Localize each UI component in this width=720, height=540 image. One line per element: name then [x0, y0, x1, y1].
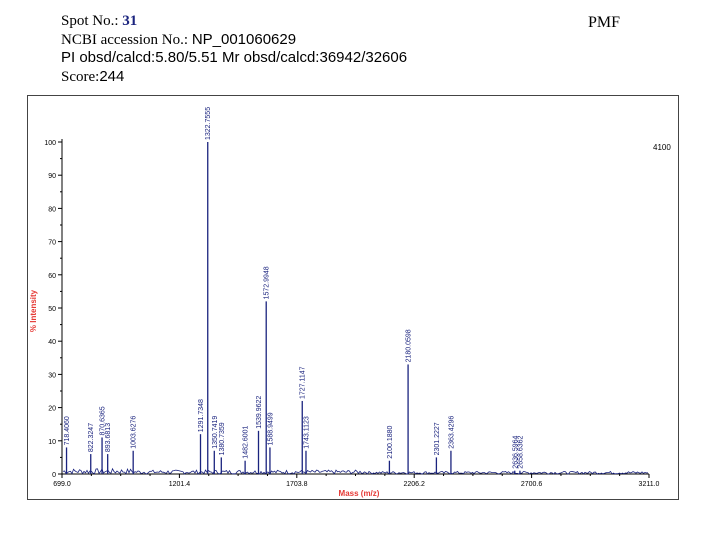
score-line: Score:244 — [61, 68, 407, 87]
peak-label-1322.7555: 1322.7555 — [205, 107, 212, 140]
y-tick-label: 90 — [48, 173, 56, 180]
y-tick-label: 40 — [48, 339, 56, 346]
peak-label-1588.9499: 1588.9499 — [268, 412, 275, 445]
y-axis-label: % Intensity — [29, 289, 38, 332]
peak-label-893.6813: 893.6813 — [105, 423, 112, 452]
spot-label: Spot No.: — [61, 13, 123, 29]
mass-spectrum-chart: 0 10 20 30 40 50 60 70 80 90 100 699.0 1201.4 1703.8 2… — [29, 107, 671, 498]
y-tick-label: 80 — [48, 206, 56, 213]
accession-line: NCBI accession No.: NP_001060629 — [61, 31, 407, 50]
peak-label-1380.7359: 1380.7359 — [219, 422, 226, 455]
peak-label-2658.6362: 2658.6362 — [517, 436, 524, 469]
y-tick-label: 70 — [48, 240, 56, 247]
score-label: Score: — [61, 68, 100, 85]
accession-value: NP_001060629 — [191, 30, 297, 48]
method-label: PMF — [588, 14, 621, 31]
x-tick-label: 3211.0 — [639, 481, 660, 488]
spot-line: Spot No.: 31 — [61, 12, 407, 31]
y-tick-label: 30 — [48, 372, 56, 379]
peak-label-1003.6276: 1003.6276 — [131, 416, 138, 449]
y-tick-label: 50 — [48, 306, 56, 313]
y-tick-label: 10 — [48, 439, 56, 446]
peak-label-1572.9948: 1572.9948 — [264, 266, 271, 299]
peak-label-2301.2227: 2301.2227 — [434, 422, 441, 455]
score-value: 244 — [99, 67, 125, 85]
x-tick-label: 1703.8 — [286, 481, 308, 488]
pi-mr-line: PI obsd/calcd:5.80/5.51 Mr obsd/calcd:36… — [61, 49, 408, 66]
peak-label-1727.1147: 1727.1147 — [300, 366, 307, 399]
peak-label-1539.9622: 1539.9622 — [256, 396, 263, 429]
peak-label-1350.7419: 1350.7419 — [212, 416, 219, 449]
spectrum-header: Spot No.: 31 NCBI accession No.: NP_0010… — [61, 12, 407, 86]
spot-number: 31 — [122, 13, 138, 29]
x-tick-label: 699.0 — [53, 481, 71, 488]
y-tick-label: 100 — [44, 140, 56, 147]
y-tick-label: 0 — [52, 472, 56, 479]
max-intensity-label: 4100 — [653, 143, 671, 152]
chart-axes: 0 10 20 30 40 50 60 70 80 90 100 699.0 1201.4 1703.8 2… — [44, 139, 660, 488]
accession-label: NCBI accession No.: — [61, 31, 192, 48]
x-axis-label: Mass (m/z) — [339, 489, 380, 498]
x-tick-label: 1201.4 — [169, 481, 191, 488]
peak-label-1743.1123: 1743.1123 — [304, 416, 311, 449]
peak-label-870.6365: 870.6365 — [100, 406, 107, 435]
baseline-noise — [62, 467, 649, 475]
peak-label-2180.0598: 2180.0598 — [406, 329, 413, 362]
peak-label-1482.6001: 1482.6001 — [243, 426, 250, 459]
chart-peaks — [62, 142, 649, 475]
peak-label-2636.5964: 2636.5964 — [512, 436, 519, 469]
peak-label-1291.7348: 1291.7348 — [198, 399, 205, 432]
peak-label-2100.1880: 2100.1880 — [387, 426, 394, 459]
spectrum-figure: 0 10 20 30 40 50 60 70 80 90 100 699.0 1201.4 1703.8 2… — [27, 95, 679, 500]
peak-label-718.4060: 718.4060 — [64, 416, 71, 445]
peak-label-2363.4296: 2363.4296 — [448, 416, 455, 449]
y-tick-label: 20 — [48, 406, 56, 413]
y-tick-label: 60 — [48, 273, 56, 280]
x-tick-label: 2700.6 — [521, 481, 543, 488]
peak-label-822.3247: 822.3247 — [88, 423, 95, 452]
x-tick-label: 2206.2 — [403, 481, 425, 488]
